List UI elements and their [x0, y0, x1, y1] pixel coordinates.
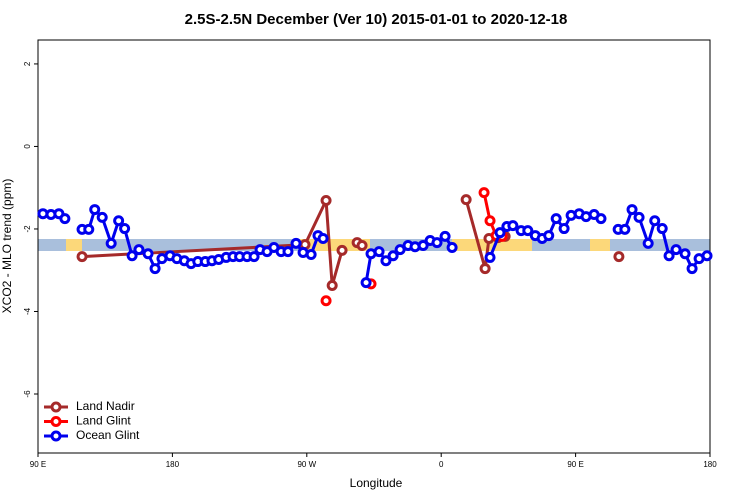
data-point — [133, 244, 145, 256]
data-point — [248, 251, 260, 263]
data-point — [479, 263, 491, 275]
y-tick-label: 2 — [23, 61, 32, 66]
data-point — [663, 250, 675, 262]
data-point — [701, 250, 713, 262]
data-point — [282, 246, 294, 258]
data-point — [619, 223, 631, 235]
data-point — [89, 204, 101, 216]
data-point — [558, 223, 570, 235]
land-segment — [452, 239, 532, 251]
data-point — [320, 295, 332, 307]
data-point — [149, 263, 161, 275]
data-point — [387, 250, 399, 262]
data-point — [484, 251, 496, 263]
data-point — [373, 246, 385, 258]
data-point — [326, 279, 338, 291]
x-tick-label: 90 E — [567, 460, 583, 469]
legend-marker — [50, 401, 62, 413]
land-segment — [66, 239, 82, 251]
data-point — [305, 249, 317, 261]
data-point — [417, 239, 429, 251]
chart-title: 2.5S-2.5N December (Ver 10) 2015-01-01 t… — [185, 11, 568, 28]
x-tick-label: 90 W — [297, 460, 316, 469]
legend-label: Land Glint — [76, 414, 131, 428]
data-point — [113, 215, 125, 227]
data-point — [484, 215, 496, 227]
y-tick-label: 0 — [23, 144, 32, 149]
data-point — [126, 250, 138, 262]
data-point — [613, 251, 625, 263]
y-tick-label: -2 — [23, 225, 32, 233]
data-point — [494, 227, 506, 239]
data-point — [105, 237, 117, 249]
data-point — [460, 194, 472, 206]
y-tick-label: -4 — [23, 307, 32, 315]
data-point — [522, 225, 534, 237]
legend-label: Land Nadir — [76, 399, 135, 413]
y-axis-label: XCO2 - MLO trend (ppm) — [0, 179, 14, 314]
data-point — [633, 211, 645, 223]
data-point — [96, 211, 108, 223]
data-point — [670, 244, 682, 256]
y-tick-label: -6 — [23, 390, 32, 398]
legend-label: Ocean Glint — [76, 428, 140, 442]
data-point — [446, 242, 458, 254]
data-point — [356, 239, 368, 251]
data-point — [290, 237, 302, 249]
data-point — [142, 248, 154, 260]
data-point — [336, 244, 348, 256]
data-point — [83, 223, 95, 235]
data-point — [626, 204, 638, 216]
data-point — [595, 213, 607, 225]
data-point — [317, 232, 329, 244]
data-point — [649, 215, 661, 227]
x-tick-label: 90 E — [30, 460, 46, 469]
data-point — [119, 223, 131, 235]
data-point — [686, 263, 698, 275]
x-tick-label: 0 — [439, 460, 444, 469]
data-point — [320, 194, 332, 206]
data-point — [380, 255, 392, 267]
plot-frame — [37, 39, 711, 454]
data-point — [431, 237, 443, 249]
data-point — [642, 237, 654, 249]
data-point — [394, 244, 406, 256]
data-point — [543, 230, 555, 242]
legend-marker — [50, 430, 62, 442]
x-axis-label: Longitude — [350, 476, 403, 490]
x-tick-label: 180 — [166, 460, 180, 469]
data-point — [550, 213, 562, 225]
land-segment — [590, 239, 610, 251]
legend-marker — [50, 416, 62, 427]
data-point — [360, 277, 372, 289]
data-point — [439, 230, 451, 242]
data-point — [478, 187, 490, 199]
data-point — [507, 220, 519, 232]
data-point — [76, 251, 88, 263]
data-point — [679, 248, 691, 260]
data-point — [59, 213, 71, 225]
x-tick-label: 180 — [703, 460, 717, 469]
data-point — [656, 223, 668, 235]
